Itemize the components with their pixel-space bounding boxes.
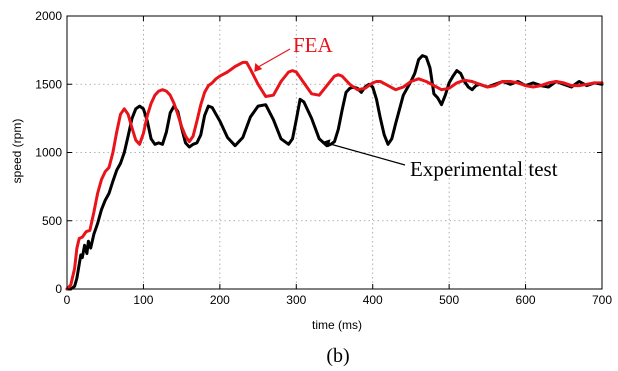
annotation-experimental-arrowhead: [321, 139, 331, 148]
x-tick-label: 300: [286, 293, 306, 307]
annotation-experimental-arrow-line: [327, 142, 406, 166]
x-tick-label: 100: [133, 293, 153, 307]
x-axis-label: time (ms): [312, 318, 362, 332]
y-tick-label: 500: [42, 214, 62, 228]
axis-ticks: 0 100 200 300 400 500 600 700 0 500 1000 1500 2000: [35, 9, 612, 307]
annotation-fea-arrow-line: [257, 48, 291, 68]
series-layer: [65, 54, 604, 291]
figure-caption: (b): [326, 345, 349, 367]
x-tick-label: 0: [64, 293, 71, 307]
y-tick-label: 2000: [35, 9, 62, 23]
y-tick-label: 1000: [35, 146, 62, 160]
x-tick-label: 200: [210, 293, 230, 307]
x-tick-label: 700: [592, 293, 612, 307]
x-tick-label: 400: [363, 293, 383, 307]
y-tick-label: 0: [55, 282, 62, 296]
grid-lines: [67, 16, 602, 289]
annotations: FEA Experimental test: [254, 33, 558, 181]
x-tick-label: 500: [439, 293, 459, 307]
annotation-experimental-text: Experimental test: [410, 157, 558, 181]
series-line-fea: [65, 60, 604, 291]
y-tick-label: 1500: [35, 77, 62, 91]
x-tick-label: 600: [516, 293, 536, 307]
annotation-fea-text: FEA: [293, 33, 334, 57]
series-line-experimental-test: [65, 54, 604, 291]
annotation-fea-arrowhead: [254, 62, 263, 72]
y-axis-label: speed (rpm): [10, 119, 24, 184]
